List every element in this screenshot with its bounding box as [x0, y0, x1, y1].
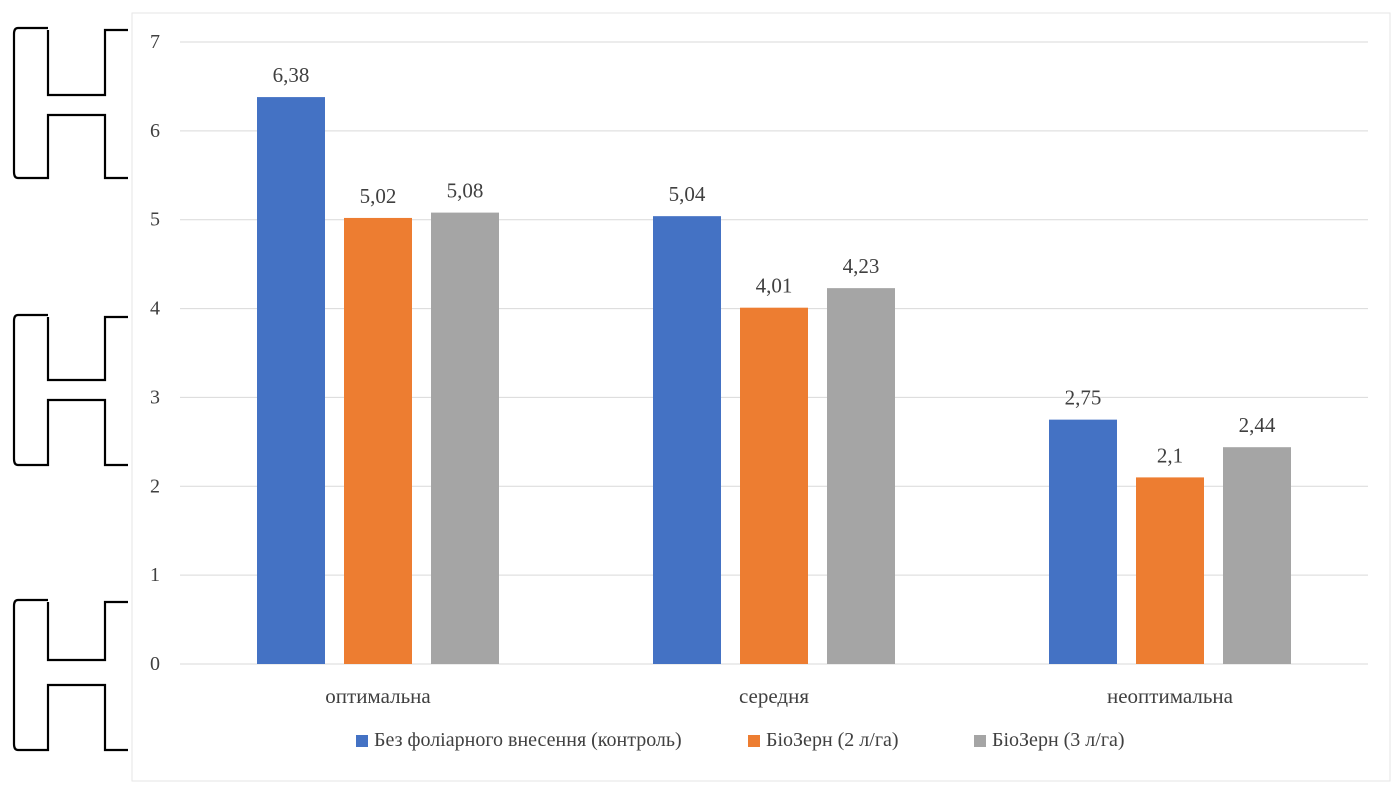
- legend-swatch: [974, 735, 986, 747]
- y-tick-label: 2: [150, 475, 160, 497]
- legend: Без фоліарного внесення (контроль) БіоЗер…: [356, 729, 1125, 751]
- bars: [257, 97, 1291, 665]
- x-category-label: оптимальна: [325, 684, 431, 708]
- x-category-label: середня: [739, 684, 809, 708]
- bracket-shape-middle: [12, 313, 128, 467]
- y-tick-label: 4: [150, 298, 160, 320]
- legend-label: Без фоліарного внесення (контроль): [374, 729, 682, 751]
- y-axis-ticks: 0 1 2 3 4 5 6 7: [150, 31, 160, 675]
- bracket-shape-top: [12, 26, 128, 180]
- bar-value-label: 5,08: [447, 179, 484, 203]
- bar-value-label: 2,75: [1065, 386, 1102, 410]
- bar-value-label: 2,44: [1239, 413, 1276, 437]
- bar: [827, 288, 895, 664]
- y-tick-label: 7: [150, 31, 160, 53]
- bar-value-label: 4,23: [843, 254, 880, 278]
- bar: [257, 97, 325, 664]
- bar-value-label: 2,1: [1157, 443, 1183, 467]
- bar: [740, 307, 808, 664]
- data-labels: 6,38 5,02 5,08 5,04 4,01 4,23 2,75 2,1 2,44: [273, 63, 1276, 467]
- bar: [431, 212, 499, 664]
- legend-swatch: [748, 735, 760, 747]
- x-category-label: неоптимальна: [1107, 684, 1234, 708]
- y-tick-label: 6: [150, 120, 160, 142]
- y-tick-label: 1: [150, 564, 160, 586]
- legend-label: БіоЗерн (2 л/га): [766, 729, 899, 751]
- legend-label: БіоЗерн (3 л/га): [992, 729, 1125, 751]
- bar: [653, 216, 721, 664]
- bar-value-label: 4,01: [756, 274, 793, 298]
- bar-value-label: 5,04: [669, 182, 706, 206]
- bar: [1136, 477, 1204, 664]
- bar-value-label: 6,38: [273, 63, 310, 87]
- y-tick-label: 5: [150, 209, 160, 231]
- y-tick-label: 0: [150, 653, 160, 675]
- bar: [1049, 419, 1117, 664]
- bar-value-label: 5,02: [360, 184, 397, 208]
- decorative-brackets: [12, 26, 128, 752]
- bar: [344, 217, 412, 665]
- bar: [1223, 447, 1291, 664]
- y-tick-label: 3: [150, 386, 160, 408]
- bracket-shape-bottom: [12, 598, 128, 752]
- legend-swatch: [356, 735, 368, 747]
- x-axis-categories: оптимальна середня неоптимальна: [325, 684, 1233, 708]
